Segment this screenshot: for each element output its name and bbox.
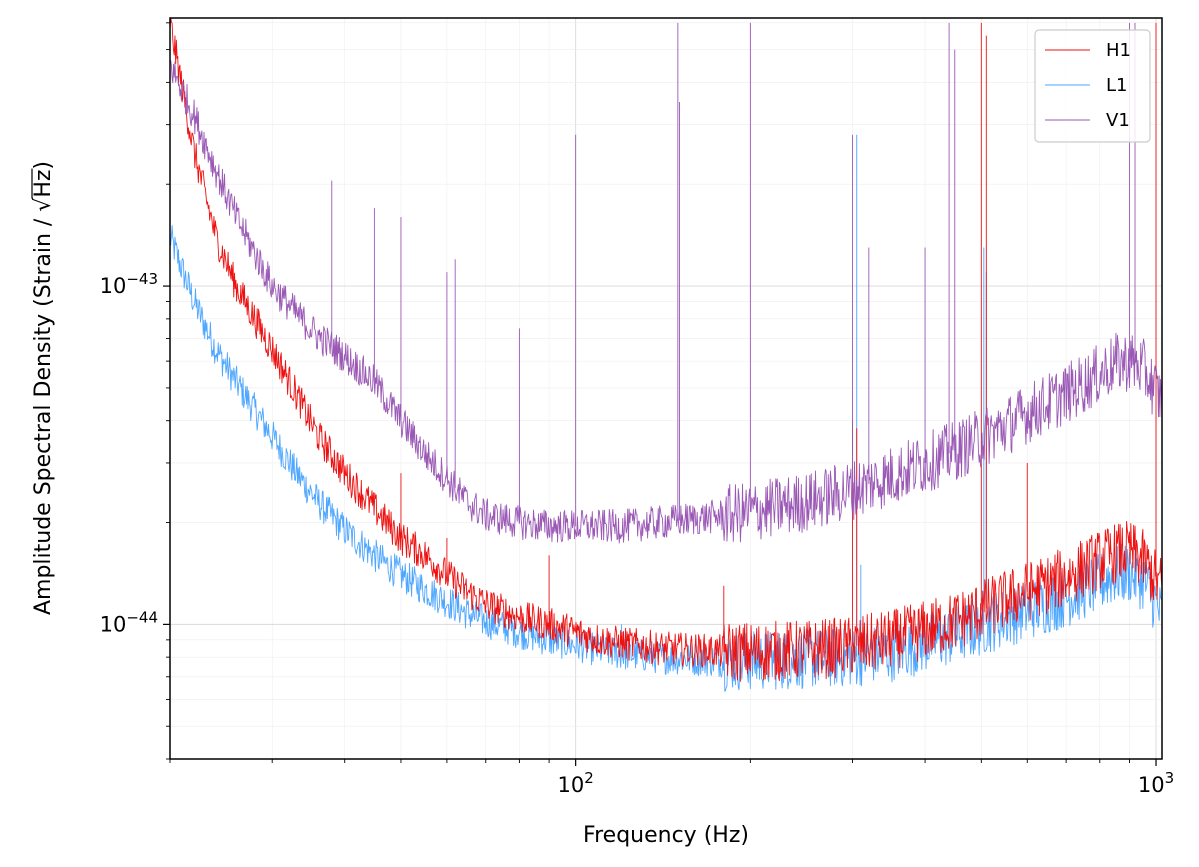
series-layer [170, 18, 1162, 692]
series-line-h1 [170, 18, 1162, 682]
y-tick-exponent: −43 [126, 270, 158, 288]
x-tick-label: 102 [558, 769, 594, 797]
y-axis-label-prefix: Amplitude Spectral Density (Strain / [31, 212, 56, 615]
x-tick-exponent: 3 [1165, 769, 1175, 787]
svg-text:Amplitude Spectral Density (St: Amplitude Spectral Density (Strain / √Hz… [31, 161, 56, 615]
sqrt-symbol: √ [31, 197, 56, 212]
plot-frame [169, 17, 1163, 760]
x-tick-exponent: 2 [584, 769, 594, 787]
series-v1 [170, 22, 1162, 544]
y-tick-exponent: −44 [126, 608, 158, 626]
y-axis-label-radicand: Hz [31, 170, 56, 198]
legend-label-l1: L1 [1106, 75, 1127, 96]
y-tick-base: 10 [100, 612, 127, 636]
y-tick-base: 10 [100, 274, 127, 298]
y-tick-label: 10−43 [100, 270, 158, 298]
y-axis-label-suffix: ) [31, 161, 56, 170]
series-line-l1 [170, 225, 1162, 692]
x-axis-label: Frequency (Hz) [583, 823, 749, 848]
series-line-v1 [170, 60, 1162, 544]
x-tick-label: 103 [1138, 769, 1174, 797]
series-h1 [170, 18, 1162, 682]
y-axis-label: Amplitude Spectral Density (Strain / √Hz… [31, 161, 56, 615]
x-tick-base: 10 [1138, 773, 1165, 797]
legend-box [1034, 29, 1151, 143]
legend: H1 L1 V1 [1034, 29, 1151, 143]
legend-label-v1: V1 [1106, 110, 1130, 131]
y-tick-label: 10−44 [100, 608, 158, 636]
x-tick-base: 10 [558, 773, 585, 797]
legend-label-h1: H1 [1106, 40, 1131, 61]
